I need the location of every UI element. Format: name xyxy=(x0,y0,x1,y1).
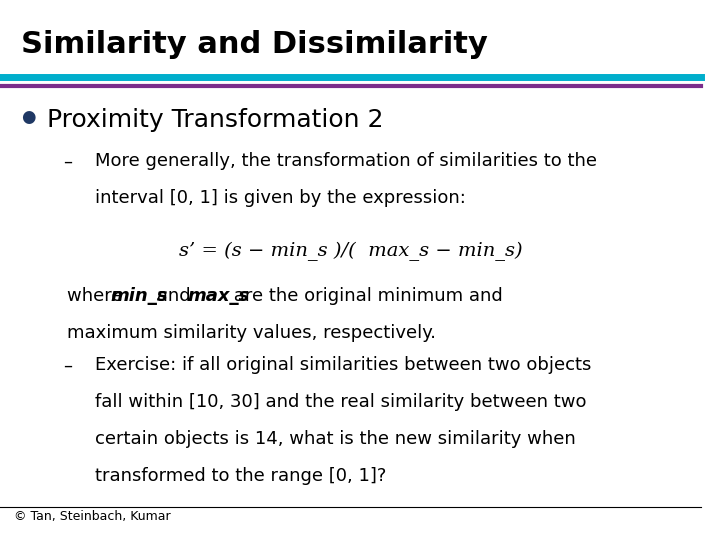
Text: min_s: min_s xyxy=(111,287,168,305)
Text: –: – xyxy=(63,152,72,170)
Text: s’ = (s − min_s )/(  max_s − min_s): s’ = (s − min_s )/( max_s − min_s) xyxy=(179,242,522,261)
Text: where: where xyxy=(66,287,128,305)
Text: interval [0, 1] is given by the expression:: interval [0, 1] is given by the expressi… xyxy=(94,189,465,207)
Text: © Tan, Steinbach, Kumar: © Tan, Steinbach, Kumar xyxy=(14,510,171,523)
Text: More generally, the transformation of similarities to the: More generally, the transformation of si… xyxy=(94,152,597,170)
Text: transformed to the range [0, 1]?: transformed to the range [0, 1]? xyxy=(94,467,386,484)
Text: Similarity and Dissimilarity: Similarity and Dissimilarity xyxy=(21,30,488,59)
Text: –: – xyxy=(63,356,72,374)
Text: Exercise: if all original similarities between two objects: Exercise: if all original similarities b… xyxy=(94,356,591,374)
Text: fall within [10, 30] and the real similarity between two: fall within [10, 30] and the real simila… xyxy=(94,393,586,411)
Text: ●: ● xyxy=(21,108,35,126)
Text: and: and xyxy=(150,287,196,305)
Text: are the original minimum and: are the original minimum and xyxy=(228,287,503,305)
Text: max_s: max_s xyxy=(187,287,249,305)
Text: certain objects is 14, what is the new similarity when: certain objects is 14, what is the new s… xyxy=(94,430,575,448)
Text: maximum similarity values, respectively.: maximum similarity values, respectively. xyxy=(66,324,436,342)
Text: Proximity Transformation 2: Proximity Transformation 2 xyxy=(47,108,384,132)
